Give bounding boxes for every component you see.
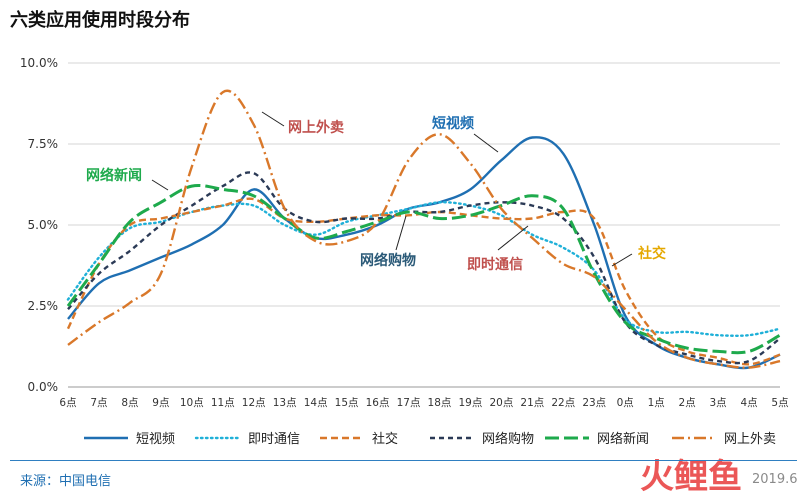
y-tick-label: 5.0% [28,218,59,232]
x-tick-label: 12点 [242,397,266,409]
x-tick-label: 22点 [551,397,575,409]
annotation-label: 网络新闻 [86,167,142,184]
legend-label: 网上外卖 [724,432,776,447]
y-axis-ticks: 0.0% 2.5% 5.0% 7.5% 10.0% [20,56,58,394]
x-tick-label: 14点 [304,397,328,409]
x-tick-label: 16点 [366,397,390,409]
gridlines [68,62,780,388]
x-tick-label: 15点 [335,397,359,409]
footer-divider [10,460,797,461]
x-tick-label: 1点 [648,397,665,409]
watermark-logo: 火鲤鱼 [640,457,742,494]
annotation-label: 社交 [637,245,666,262]
x-tick-label: 6点 [59,397,76,409]
x-tick-label: 19点 [458,397,482,409]
source-note: 来源：中国电信 [20,474,112,489]
date-label: 2019.6 [752,472,798,487]
series-line-5 [67,89,781,369]
legend: 短视频 即时通信 社交 网络购物 网络新闻 网上外卖 [84,431,776,447]
x-tick-label: 21点 [520,397,544,409]
y-tick-label: 0.0% [28,380,59,394]
annotation-leader [473,133,499,153]
series-line-4 [66,183,781,355]
x-tick-label: 4点 [740,397,757,409]
series-line-1 [66,201,782,337]
x-tick-label: 18点 [428,397,452,409]
annotation-leader [151,179,169,191]
y-tick-label: 2.5% [28,299,59,313]
x-tick-label: 10点 [180,397,204,409]
y-tick-label: 10.0% [20,56,58,70]
series-line-3 [67,171,781,365]
annotation-label: 即时通信 [467,256,523,273]
x-tick-label: 11点 [211,397,235,409]
chart-title: 六类应用使用时段分布 [10,10,190,31]
annotation-leader [497,225,529,251]
series-lines [66,89,782,370]
annotation-leader [261,111,285,127]
x-tick-label: 7点 [90,397,107,409]
x-tick-label: 20点 [489,397,513,409]
x-tick-label: 23点 [582,397,606,409]
x-tick-label: 5点 [771,397,788,409]
x-axis-ticks: 6点 7点 8点 9点 10点 11点 12点 13点 14点 15点 16点 17点 18点 19点 20… [59,397,788,409]
legend-label: 网络购物 [482,431,534,447]
annotation-leader [395,215,407,251]
y-tick-label: 7.5% [28,137,59,151]
annotation-label: 网络购物 [360,252,416,269]
annotation-label: 网上外卖 [288,119,344,136]
x-tick-label: 13点 [273,397,297,409]
legend-label: 网络新闻 [597,431,649,447]
x-tick-label: 2点 [679,397,696,409]
x-tick-label: 0点 [617,397,634,409]
legend-label: 社交 [372,431,398,447]
legend-label: 即时通信 [248,432,300,447]
annotation-leader [611,253,633,267]
series-line-2 [66,197,781,366]
x-tick-label: 9点 [152,397,169,409]
x-tick-label: 8点 [121,397,138,409]
legend-label: 短视频 [136,432,175,447]
x-tick-label: 17点 [397,397,421,409]
x-tick-label: 3点 [709,397,726,409]
annotation-label: 短视频 [432,115,474,132]
